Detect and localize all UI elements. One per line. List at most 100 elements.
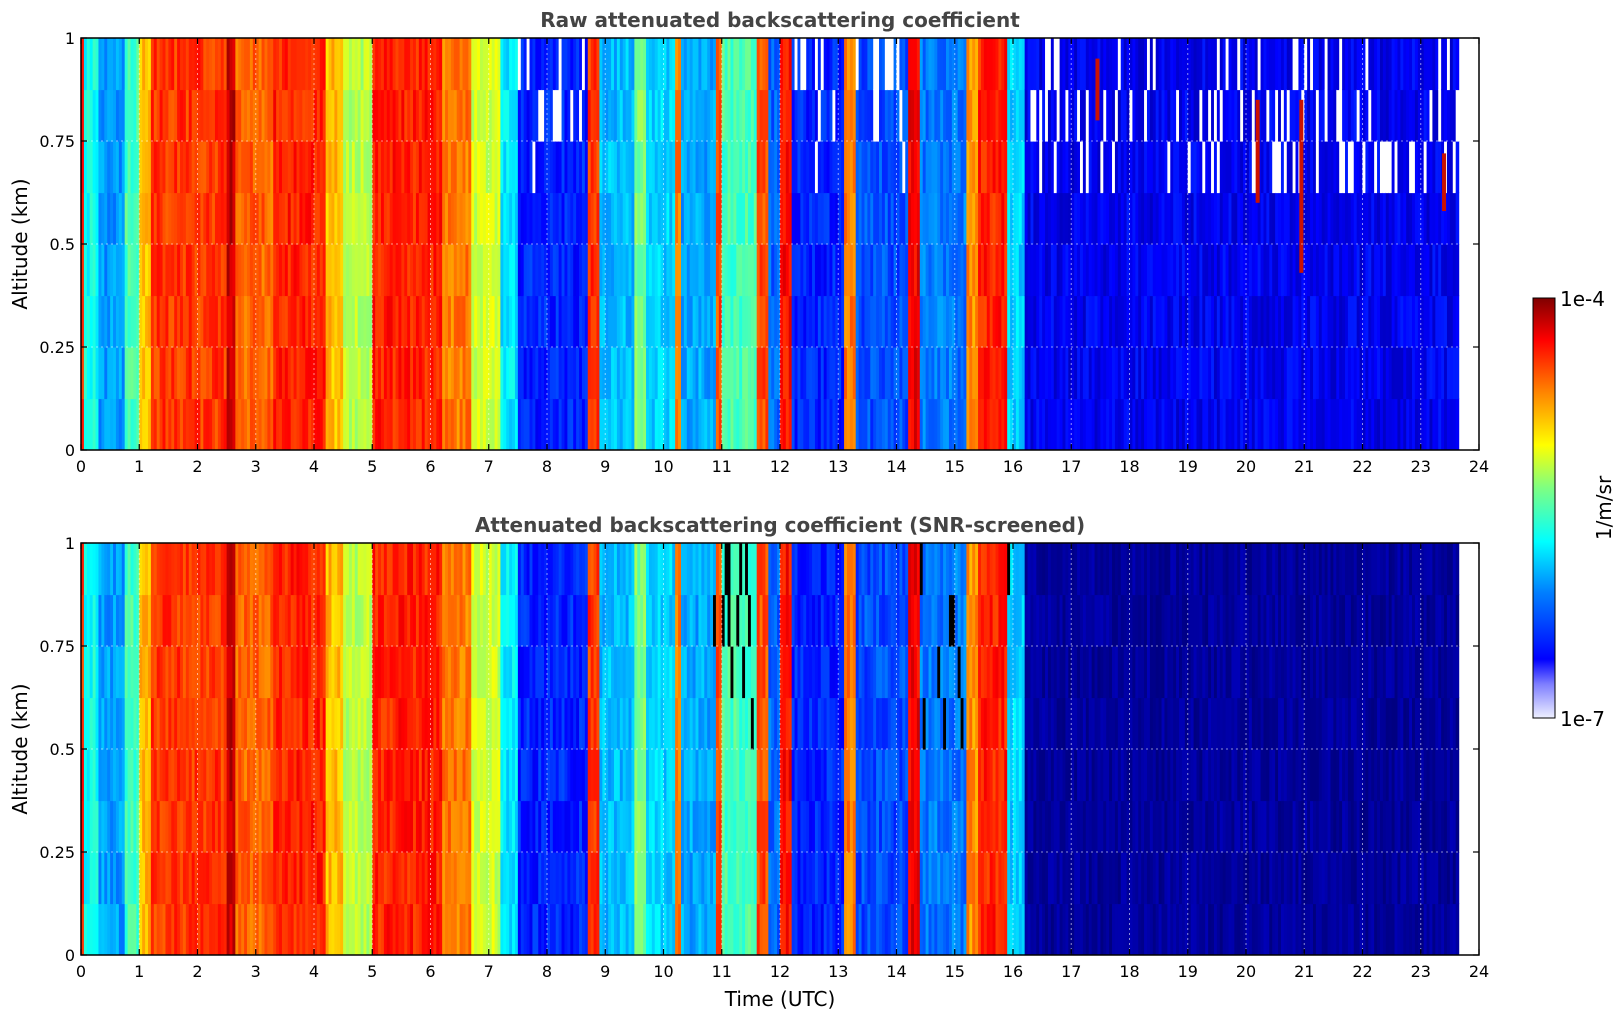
heatmap-cell [643,89,647,142]
heatmap-cell [389,852,394,905]
heatmap-cell [1030,192,1034,245]
heatmap-cell [1045,295,1049,348]
heatmap-cell [622,295,627,348]
heatmap-cell [1283,141,1288,194]
heatmap-cell [605,141,609,194]
heatmap-cell [526,347,531,400]
heatmap-cell [573,295,577,348]
heatmap-cell [1318,347,1323,400]
heatmap-cell [1371,398,1375,450]
heatmap-cell [1144,192,1148,245]
heatmap-cell [372,594,376,647]
heatmap-cell [890,295,895,348]
heatmap-cell [1120,89,1125,142]
heatmap-cell [328,347,333,400]
heatmap-cell [351,903,356,955]
heatmap-cell [171,749,175,802]
heatmap-cell [701,141,705,194]
heatmap-cell [459,749,464,802]
heatmap-cell [261,38,266,91]
heatmap-cell [1423,398,1428,450]
heatmap-cell [118,594,123,647]
heatmap-cell [753,398,758,450]
heatmap-cell [695,398,700,450]
heatmap-cell [1216,192,1221,245]
heatmap-cell [462,594,467,647]
heatmap-cell [413,543,417,596]
heatmap-cell [986,398,991,450]
heatmap-cell [547,38,551,91]
heatmap-cell [482,244,487,297]
heatmap-cell [1347,347,1352,400]
heatmap-cell [989,38,994,91]
heatmap-cell [261,852,266,905]
heatmap-cell [879,192,883,245]
heatmap-cell [838,244,842,297]
heatmap-cell [462,38,467,91]
heatmap-cell [150,852,155,905]
heatmap-cell [1129,89,1134,142]
heatmap-cell [678,192,682,245]
heatmap-cell [223,347,228,400]
heatmap-cell [1234,244,1238,297]
heatmap-cell [893,38,898,91]
heatmap-cell [1042,89,1046,142]
heatmap-cell [1414,398,1419,450]
heatmap-cell [806,141,810,194]
heatmap-cell [747,295,752,348]
heatmap-cell [351,543,356,596]
heatmap-cell [346,800,350,853]
heatmap-cell [174,38,178,91]
heatmap-cell [366,800,370,853]
heatmap-cell [934,347,938,400]
heatmap-cell [628,398,633,450]
heatmap-cell [200,295,204,348]
heatmap-cell [733,141,737,194]
heatmap-cell [110,594,114,647]
heatmap-cell [616,347,621,400]
heatmap-cell [375,347,379,400]
heatmap-cell [159,38,164,91]
heatmap-cell [430,347,435,400]
heatmap-cell [316,141,321,194]
heatmap-cell [567,244,571,297]
heatmap-cell [147,646,152,699]
heatmap-cell [1007,347,1011,400]
heatmap-cell [596,38,601,91]
heatmap-cell [450,192,455,245]
heatmap-cell [273,244,277,297]
heatmap-cell [998,398,1002,450]
heatmap-cell [1144,295,1148,348]
heatmap-cell [934,398,938,450]
heatmap-cell [678,89,682,142]
heatmap-cell [593,141,598,194]
heatmap-cell [404,38,408,91]
heatmap-cell [946,295,950,348]
heatmap-cell [1452,244,1457,297]
heatmap-cell [657,295,662,348]
heatmap-cell [1289,244,1294,297]
heatmap-cell [159,398,164,450]
heatmap-cell [544,89,548,142]
heatmap-cell [369,295,373,348]
heatmap-cell [739,141,743,194]
heatmap-cell [599,347,603,400]
heatmap-cell [602,38,606,91]
heatmap-cell [147,347,152,400]
heatmap-cell [905,89,909,142]
heatmap-cell [960,295,965,348]
heatmap-cell [637,38,641,91]
heatmap-cell [704,38,708,91]
heatmap-cell [1312,38,1317,91]
heatmap-cell [1280,89,1285,142]
heatmap-cell [445,543,449,596]
heatmap-cell [532,141,536,194]
heatmap-cell [453,594,458,647]
heatmap-cell [969,398,973,450]
heatmap-cell [337,800,341,853]
heatmap-cell [308,398,312,450]
heatmap-cell [468,646,472,699]
heatmap-cell [584,347,589,400]
heatmap-cell [774,347,778,400]
heatmap-cell [159,903,164,955]
